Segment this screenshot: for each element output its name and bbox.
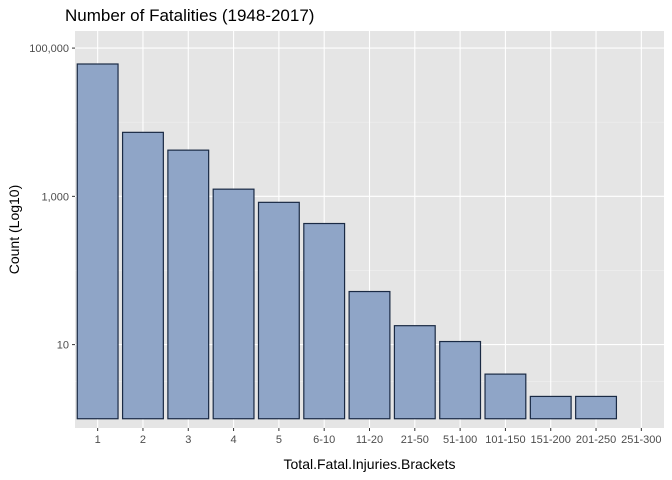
x-axis-title: Total.Fatal.Injuries.Brackets	[284, 456, 456, 472]
bar-21-50	[393, 325, 436, 420]
x-tick-label: 2	[140, 434, 146, 446]
bar-6-10	[303, 222, 346, 420]
bar-11-20	[348, 290, 391, 420]
y-tick-label: 100,000	[29, 43, 69, 55]
x-tick-label: 6-10	[313, 434, 335, 446]
bar-151-200	[529, 395, 572, 420]
bar-101-150	[484, 373, 527, 420]
bar-5	[257, 201, 300, 420]
x-tick-label: 51-100	[443, 434, 477, 446]
x-tick-label: 5	[276, 434, 282, 446]
x-tick-label: 201-250	[576, 434, 616, 446]
x-tick-label: 1	[95, 434, 101, 446]
y-axis: 10 1,000 100,000	[29, 43, 75, 352]
x-tick-label: 21-50	[401, 434, 429, 446]
bars	[76, 63, 618, 420]
bar-4	[212, 188, 255, 420]
chart-title: Number of Fatalities (1948-2017)	[65, 6, 314, 25]
y-tick-label: 1,000	[41, 191, 69, 203]
x-tick-label: 151-200	[531, 434, 571, 446]
x-tick-label: 101-150	[485, 434, 525, 446]
bar-2	[121, 131, 164, 420]
bar-1	[76, 63, 119, 420]
y-axis-title: Count (Log10)	[6, 185, 22, 275]
x-axis: 1 2 3 4 5 6-10 11-20 21-50 51-100 101-150 151-200 2…	[95, 428, 662, 446]
bar-51-100	[439, 340, 482, 420]
x-tick-label: 3	[185, 434, 191, 446]
bar-3	[167, 149, 210, 420]
x-tick-label: 4	[231, 434, 237, 446]
x-tick-label: 251-300	[621, 434, 661, 446]
y-tick-label: 10	[57, 340, 69, 352]
bar-201-250	[575, 395, 618, 420]
x-tick-label: 11-20	[356, 434, 383, 446]
